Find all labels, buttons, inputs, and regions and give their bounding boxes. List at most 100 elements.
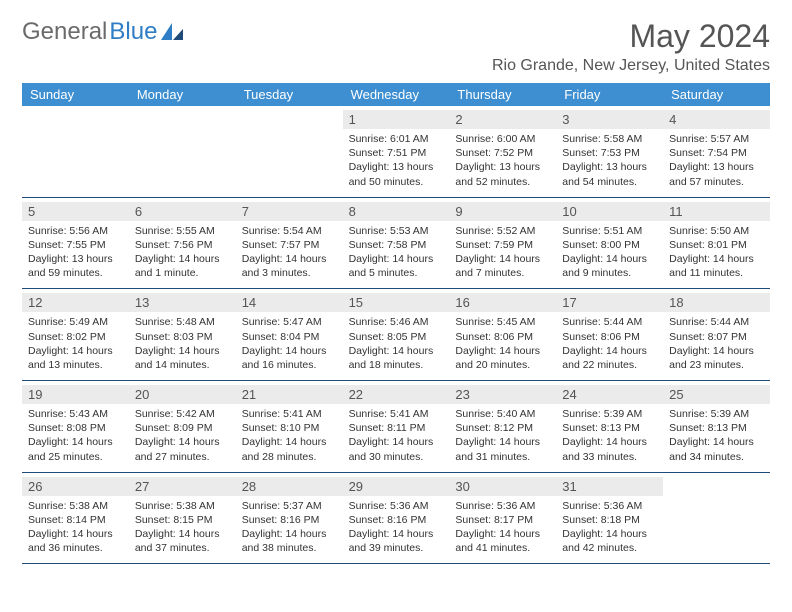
day-cell: 28Sunrise: 5:37 AMSunset: 8:16 PMDayligh… bbox=[236, 473, 343, 564]
calendar-header-row: SundayMondayTuesdayWednesdayThursdayFrid… bbox=[22, 83, 770, 106]
day-info: Sunrise: 5:42 AMSunset: 8:09 PMDaylight:… bbox=[135, 407, 230, 464]
daylight-text: Daylight: 13 hours and 54 minutes. bbox=[562, 160, 657, 188]
sunset-text: Sunset: 7:51 PM bbox=[349, 146, 444, 160]
day-number: 25 bbox=[663, 385, 770, 404]
sunrise-text: Sunrise: 5:41 AM bbox=[242, 407, 337, 421]
sunset-text: Sunset: 8:08 PM bbox=[28, 421, 123, 435]
day-info: Sunrise: 5:41 AMSunset: 8:11 PMDaylight:… bbox=[349, 407, 444, 464]
sunset-text: Sunset: 8:06 PM bbox=[455, 330, 550, 344]
header: GeneralBlue May 2024 Rio Grande, New Jer… bbox=[22, 18, 770, 75]
sunrise-text: Sunrise: 5:42 AM bbox=[135, 407, 230, 421]
day-number: 14 bbox=[236, 293, 343, 312]
daylight-text: Daylight: 14 hours and 31 minutes. bbox=[455, 435, 550, 463]
sunset-text: Sunset: 8:17 PM bbox=[455, 513, 550, 527]
sunset-text: Sunset: 8:15 PM bbox=[135, 513, 230, 527]
sunrise-text: Sunrise: 6:00 AM bbox=[455, 132, 550, 146]
day-cell: 30Sunrise: 5:36 AMSunset: 8:17 PMDayligh… bbox=[449, 473, 556, 564]
day-cell: 19 Sunrise: 5:43 AMSunset: 8:08 PMDayligh… bbox=[22, 381, 129, 472]
daylight-text: Daylight: 14 hours and 5 minutes. bbox=[349, 252, 444, 280]
sunset-text: Sunset: 8:01 PM bbox=[669, 238, 764, 252]
sunrise-text: Sunrise: 5:44 AM bbox=[669, 315, 764, 329]
daylight-text: Daylight: 14 hours and 9 minutes. bbox=[562, 252, 657, 280]
day-cell: 1 Sunrise: 6:01 AMSunset: 7:51 PMDaylight… bbox=[343, 106, 450, 197]
sunset-text: Sunset: 7:59 PM bbox=[455, 238, 550, 252]
day-number: 28 bbox=[236, 477, 343, 496]
sunset-text: Sunset: 7:53 PM bbox=[562, 146, 657, 160]
day-cell: 14 Sunrise: 5:47 AMSunset: 8:04 PMDayligh… bbox=[236, 289, 343, 380]
sunset-text: Sunset: 8:06 PM bbox=[562, 330, 657, 344]
day-info: Sunrise: 5:53 AMSunset: 7:58 PMDaylight:… bbox=[349, 224, 444, 281]
sunset-text: Sunset: 7:58 PM bbox=[349, 238, 444, 252]
sunrise-text: Sunrise: 5:38 AM bbox=[135, 499, 230, 513]
day-info: Sunrise: 6:01 AMSunset: 7:51 PMDaylight:… bbox=[349, 132, 444, 189]
day-info: Sunrise: 5:38 AMSunset: 8:15 PMDaylight:… bbox=[135, 499, 230, 556]
logo-sail-icon bbox=[161, 23, 183, 41]
daylight-text: Daylight: 14 hours and 25 minutes. bbox=[28, 435, 123, 463]
day-info: Sunrise: 5:44 AMSunset: 8:06 PMDaylight:… bbox=[562, 315, 657, 372]
day-number: 10 bbox=[556, 202, 663, 221]
sunset-text: Sunset: 8:04 PM bbox=[242, 330, 337, 344]
calendar: SundayMondayTuesdayWednesdayThursdayFrid… bbox=[22, 83, 770, 564]
day-number: 23 bbox=[449, 385, 556, 404]
sunset-text: Sunset: 8:12 PM bbox=[455, 421, 550, 435]
day-number: 31 bbox=[556, 477, 663, 496]
daylight-text: Daylight: 13 hours and 52 minutes. bbox=[455, 160, 550, 188]
sunrise-text: Sunrise: 5:36 AM bbox=[562, 499, 657, 513]
daylight-text: Daylight: 14 hours and 16 minutes. bbox=[242, 344, 337, 372]
day-info: Sunrise: 5:52 AMSunset: 7:59 PMDaylight:… bbox=[455, 224, 550, 281]
day-info: Sunrise: 5:45 AMSunset: 8:06 PMDaylight:… bbox=[455, 315, 550, 372]
day-cell: 24Sunrise: 5:39 AMSunset: 8:13 PMDayligh… bbox=[556, 381, 663, 472]
sunset-text: Sunset: 8:09 PM bbox=[135, 421, 230, 435]
day-cell: 8Sunrise: 5:53 AMSunset: 7:58 PMDaylight… bbox=[343, 198, 450, 289]
day-number: 6 bbox=[129, 202, 236, 221]
sunrise-text: Sunrise: 5:52 AM bbox=[455, 224, 550, 238]
day-cell: 13 Sunrise: 5:48 AMSunset: 8:03 PMDayligh… bbox=[129, 289, 236, 380]
sunrise-text: Sunrise: 5:40 AM bbox=[455, 407, 550, 421]
day-number: 30 bbox=[449, 477, 556, 496]
sunset-text: Sunset: 8:18 PM bbox=[562, 513, 657, 527]
day-info: Sunrise: 5:44 AMSunset: 8:07 PMDaylight:… bbox=[669, 315, 764, 372]
day-info: Sunrise: 5:39 AMSunset: 8:13 PMDaylight:… bbox=[562, 407, 657, 464]
day-number: 20 bbox=[129, 385, 236, 404]
day-cell: 17Sunrise: 5:44 AMSunset: 8:06 PMDayligh… bbox=[556, 289, 663, 380]
sunset-text: Sunset: 8:00 PM bbox=[562, 238, 657, 252]
day-cell: 7Sunrise: 5:54 AMSunset: 7:57 PMDaylight… bbox=[236, 198, 343, 289]
sunrise-text: Sunrise: 5:43 AM bbox=[28, 407, 123, 421]
sunset-text: Sunset: 7:57 PM bbox=[242, 238, 337, 252]
day-number: 13 bbox=[129, 293, 236, 312]
daylight-text: Daylight: 14 hours and 13 minutes. bbox=[28, 344, 123, 372]
day-info: Sunrise: 5:46 AMSunset: 8:05 PMDaylight:… bbox=[349, 315, 444, 372]
day-header: Tuesday bbox=[236, 83, 343, 106]
sunrise-text: Sunrise: 6:01 AM bbox=[349, 132, 444, 146]
day-info: Sunrise: 5:57 AMSunset: 7:54 PMDaylight:… bbox=[669, 132, 764, 189]
day-info: Sunrise: 6:00 AMSunset: 7:52 PMDaylight:… bbox=[455, 132, 550, 189]
logo: GeneralBlue bbox=[22, 18, 183, 46]
day-number: 1 bbox=[343, 110, 450, 129]
calendar-week: 19Sunrise: 5:43 AMSunset: 8:08 PMDayligh… bbox=[22, 381, 770, 473]
day-cell: 5Sunrise: 5:56 AMSunset: 7:55 PMDaylight… bbox=[22, 198, 129, 289]
sunrise-text: Sunrise: 5:37 AM bbox=[242, 499, 337, 513]
day-cell: 21Sunrise: 5:41 AMSunset: 8:10 PMDayligh… bbox=[236, 381, 343, 472]
location-text: Rio Grande, New Jersey, United States bbox=[492, 57, 770, 75]
title-block: May 2024 Rio Grande, New Jersey, United … bbox=[492, 18, 770, 75]
sunrise-text: Sunrise: 5:44 AM bbox=[562, 315, 657, 329]
sunrise-text: Sunrise: 5:54 AM bbox=[242, 224, 337, 238]
daylight-text: Daylight: 14 hours and 20 minutes. bbox=[455, 344, 550, 372]
day-info: Sunrise: 5:58 AMSunset: 7:53 PMDaylight:… bbox=[562, 132, 657, 189]
daylight-text: Daylight: 14 hours and 28 minutes. bbox=[242, 435, 337, 463]
day-info: Sunrise: 5:39 AMSunset: 8:13 PMDaylight:… bbox=[669, 407, 764, 464]
sunset-text: Sunset: 8:13 PM bbox=[562, 421, 657, 435]
sunrise-text: Sunrise: 5:39 AM bbox=[669, 407, 764, 421]
daylight-text: Daylight: 14 hours and 39 minutes. bbox=[349, 527, 444, 555]
sunrise-text: Sunrise: 5:49 AM bbox=[28, 315, 123, 329]
day-number: 26 bbox=[22, 477, 129, 496]
day-info: Sunrise: 5:48 AMSunset: 8:03 PMDaylight:… bbox=[135, 315, 230, 372]
sunset-text: Sunset: 8:14 PM bbox=[28, 513, 123, 527]
day-info: Sunrise: 5:47 AMSunset: 8:04 PMDaylight:… bbox=[242, 315, 337, 372]
day-cell: 6Sunrise: 5:55 AMSunset: 7:56 PMDaylight… bbox=[129, 198, 236, 289]
day-number: 19 bbox=[22, 385, 129, 404]
day-cell bbox=[129, 106, 236, 197]
sunrise-text: Sunrise: 5:36 AM bbox=[349, 499, 444, 513]
sunrise-text: Sunrise: 5:46 AM bbox=[349, 315, 444, 329]
day-cell: 31Sunrise: 5:36 AMSunset: 8:18 PMDayligh… bbox=[556, 473, 663, 564]
